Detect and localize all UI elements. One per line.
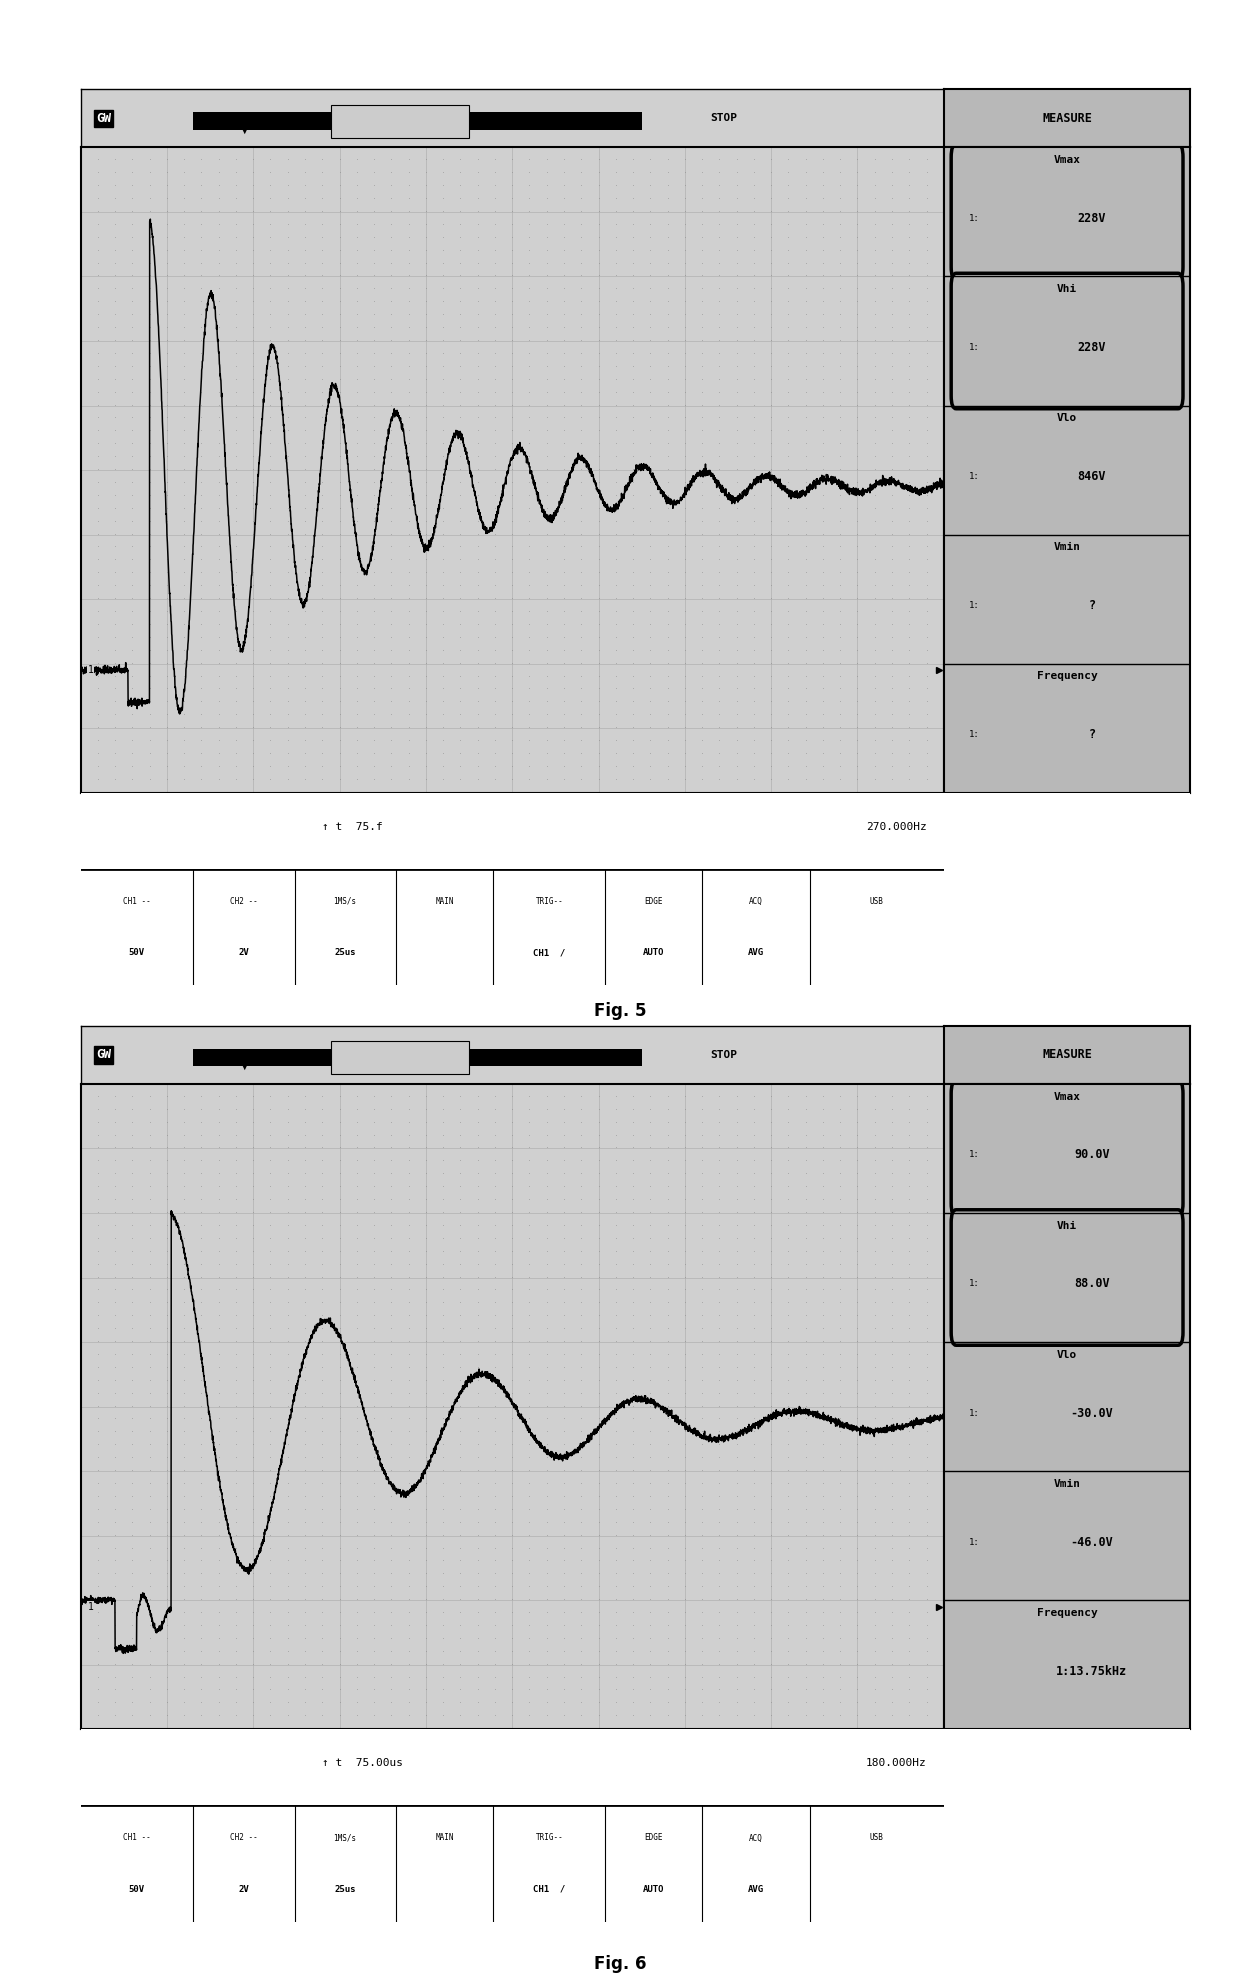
- Text: 1:: 1:: [968, 1409, 980, 1417]
- Bar: [331, 1041, 469, 1074]
- Text: 1:: 1:: [968, 601, 980, 610]
- Text: 1: 1: [88, 666, 93, 676]
- Text: CH1 --: CH1 --: [123, 1833, 150, 1843]
- Text: CH1  /: CH1 /: [533, 1885, 565, 1893]
- Text: ↑ t  75.00us: ↑ t 75.00us: [322, 1758, 403, 1768]
- Text: MEASURE: MEASURE: [1042, 1048, 1092, 1060]
- Text: ACQ: ACQ: [749, 898, 763, 906]
- Text: CH1  /: CH1 /: [533, 947, 565, 957]
- Text: 1: 1: [88, 1601, 93, 1611]
- FancyBboxPatch shape: [951, 1080, 1183, 1217]
- Text: AVG: AVG: [748, 1885, 764, 1893]
- Text: ?: ?: [1089, 599, 1095, 612]
- Text: Vlo: Vlo: [1056, 414, 1078, 424]
- Text: CH1 --: CH1 --: [123, 898, 150, 906]
- Text: 1:: 1:: [968, 1280, 980, 1288]
- Bar: [192, 1048, 641, 1066]
- Text: MEASURE: MEASURE: [1042, 111, 1092, 125]
- Text: AUTO: AUTO: [644, 947, 665, 957]
- Text: USB: USB: [870, 1833, 884, 1843]
- Text: 228V: 228V: [1078, 212, 1106, 224]
- Text: 50V: 50V: [129, 947, 145, 957]
- Text: MAIN: MAIN: [435, 898, 454, 906]
- Text: 270.000Hz: 270.000Hz: [866, 823, 926, 832]
- Text: 2V: 2V: [238, 947, 249, 957]
- Text: Vmin: Vmin: [1054, 1479, 1080, 1488]
- Text: ?: ?: [1089, 727, 1095, 741]
- Text: 1:: 1:: [968, 729, 980, 739]
- Text: 1MS/s: 1MS/s: [334, 1833, 357, 1843]
- Text: CH2 --: CH2 --: [229, 1833, 258, 1843]
- Text: TRIG--: TRIG--: [536, 1833, 563, 1843]
- Text: Vmax: Vmax: [1054, 1092, 1080, 1102]
- Text: -30.0V: -30.0V: [1070, 1407, 1114, 1419]
- Text: 25us: 25us: [335, 1885, 356, 1893]
- FancyBboxPatch shape: [951, 274, 1183, 408]
- Text: 1:13.75kHz: 1:13.75kHz: [1056, 1665, 1127, 1677]
- Text: 180.000Hz: 180.000Hz: [866, 1758, 926, 1768]
- Text: CH2 --: CH2 --: [229, 898, 258, 906]
- Text: EDGE: EDGE: [645, 898, 663, 906]
- Text: STOP: STOP: [711, 1050, 737, 1060]
- Text: GW: GW: [97, 111, 112, 125]
- Text: 88.0V: 88.0V: [1074, 1278, 1110, 1290]
- FancyBboxPatch shape: [951, 1209, 1183, 1346]
- Text: MAIN: MAIN: [435, 1833, 454, 1843]
- Text: Frequency: Frequency: [1037, 1607, 1097, 1617]
- Text: ▼: ▼: [241, 1060, 248, 1070]
- Text: Fig. 5: Fig. 5: [594, 1001, 646, 1021]
- Text: Vhi: Vhi: [1056, 283, 1078, 293]
- Text: 846V: 846V: [1078, 470, 1106, 484]
- Bar: [331, 105, 469, 137]
- Text: 1:: 1:: [968, 1538, 980, 1546]
- Text: Fig. 6: Fig. 6: [594, 1954, 646, 1974]
- Text: -46.0V: -46.0V: [1070, 1536, 1114, 1548]
- Text: ▼: ▼: [246, 151, 253, 161]
- Text: ACQ: ACQ: [749, 1833, 763, 1843]
- Text: 1MS/s: 1MS/s: [334, 898, 357, 906]
- Text: Vhi: Vhi: [1056, 1221, 1078, 1231]
- Text: 2V: 2V: [238, 1885, 249, 1893]
- FancyBboxPatch shape: [951, 145, 1183, 279]
- Text: GW: GW: [97, 1048, 112, 1060]
- Text: 90.0V: 90.0V: [1074, 1148, 1110, 1161]
- Text: STOP: STOP: [711, 113, 737, 123]
- Text: Vlo: Vlo: [1056, 1350, 1078, 1360]
- Text: 228V: 228V: [1078, 341, 1106, 355]
- Text: 25us: 25us: [335, 947, 356, 957]
- Text: Vmax: Vmax: [1054, 155, 1080, 165]
- Text: ↑ t  75.f: ↑ t 75.f: [322, 823, 383, 832]
- Text: Frequency: Frequency: [1037, 672, 1097, 682]
- Text: ▼: ▼: [246, 1086, 253, 1096]
- Bar: [192, 113, 641, 131]
- Text: USB: USB: [870, 898, 884, 906]
- Text: 1:: 1:: [968, 472, 980, 482]
- Text: TRIG--: TRIG--: [536, 898, 563, 906]
- Text: EDGE: EDGE: [645, 1833, 663, 1843]
- Text: 1:: 1:: [968, 214, 980, 222]
- Text: ▼: ▼: [241, 125, 248, 135]
- Text: AUTO: AUTO: [644, 1885, 665, 1893]
- Text: 50V: 50V: [129, 1885, 145, 1893]
- Text: 1:: 1:: [968, 1150, 980, 1159]
- Text: AVG: AVG: [748, 947, 764, 957]
- Text: 1:: 1:: [968, 343, 980, 353]
- Text: Vmin: Vmin: [1054, 543, 1080, 553]
